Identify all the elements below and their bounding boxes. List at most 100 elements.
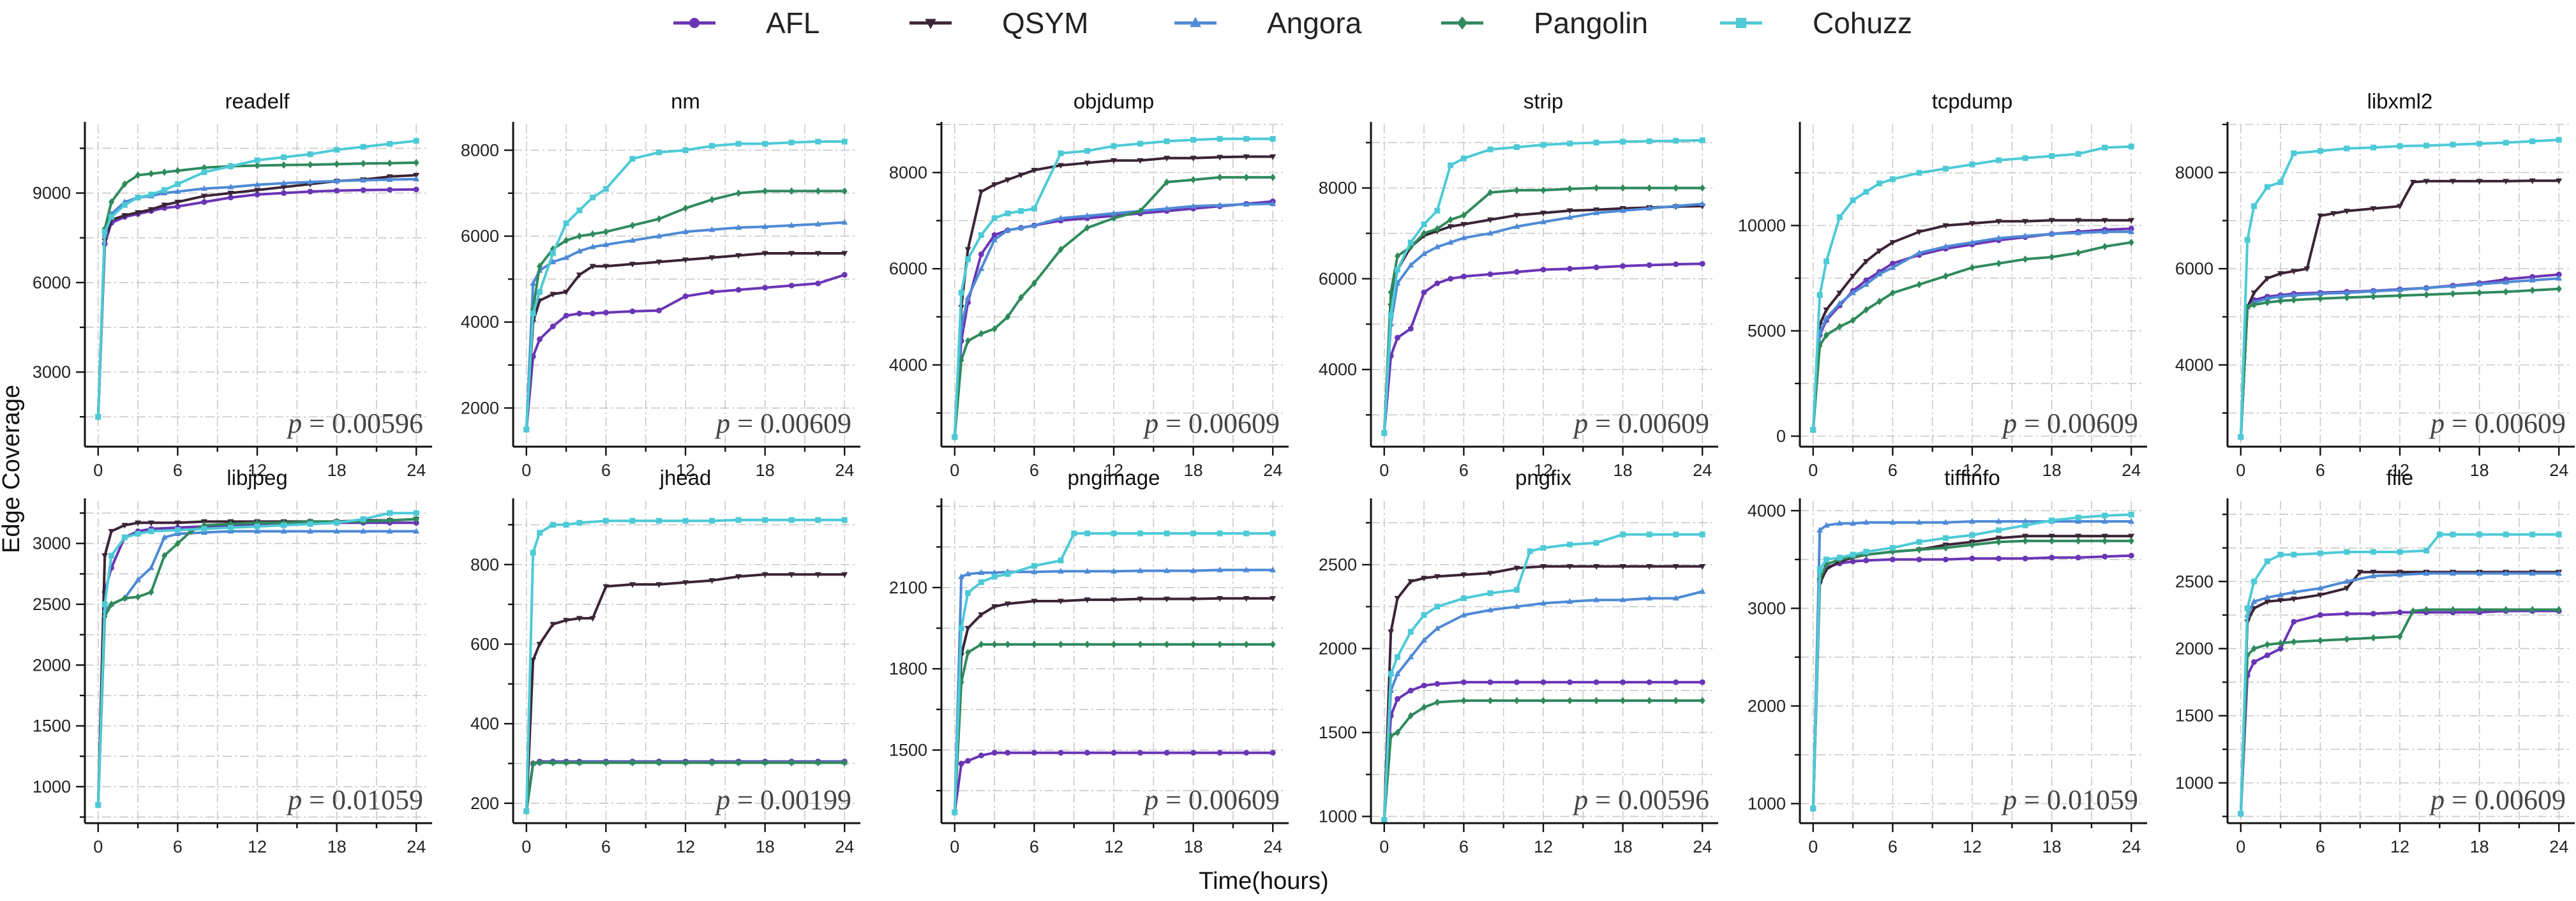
- subplot-file: 1000 1500 2000 2500 0 6 12 18 24 file p = 0.00609: [2175, 466, 2575, 856]
- data-point: [1005, 571, 1011, 577]
- data-point: [135, 576, 142, 583]
- data-point: [1084, 750, 1090, 756]
- data-point: [978, 579, 984, 585]
- data-point: [1619, 596, 1626, 602]
- data-point: [629, 582, 636, 588]
- data-point: [576, 759, 583, 767]
- data-point: [1699, 532, 1705, 538]
- data-point: [1487, 146, 1494, 153]
- y-tick-label: 8000: [461, 140, 499, 160]
- data-point: [2291, 551, 2297, 558]
- data-point: [2128, 518, 2135, 524]
- data-point: [1407, 629, 1414, 635]
- data-point: [1190, 530, 1197, 537]
- data-point: [1269, 530, 1276, 537]
- data-point: [563, 220, 569, 227]
- data-point: [841, 572, 848, 578]
- series-line: [96, 512, 417, 805]
- data-point: [2264, 299, 2270, 306]
- data-point: [1942, 544, 1949, 552]
- data-point: [1566, 214, 1573, 220]
- data-point: [1084, 224, 1090, 232]
- x-tick-label: 6: [1459, 461, 1469, 480]
- data-point: [2423, 570, 2430, 576]
- data-point: [1057, 599, 1064, 605]
- data-point: [2244, 605, 2250, 611]
- data-point: [991, 569, 998, 576]
- data-point: [1111, 143, 1117, 149]
- y-tick-label: 1000: [1748, 794, 1786, 813]
- data-point: [655, 149, 662, 156]
- data-point: [2556, 274, 2563, 281]
- data-point: [2317, 592, 2324, 599]
- data-point: [2529, 178, 2536, 184]
- data-point: [682, 228, 689, 234]
- data-point: [1969, 532, 1975, 539]
- data-point: [109, 214, 115, 220]
- data-point: [2344, 294, 2350, 302]
- data-point: [254, 191, 260, 198]
- data-point: [991, 325, 998, 333]
- data-point: [1004, 601, 1011, 607]
- data-point: [1593, 139, 1599, 145]
- legend-marker: [1736, 18, 1746, 28]
- data-point: [709, 195, 715, 204]
- data-point: [1421, 250, 1428, 257]
- data-point: [1816, 292, 1823, 298]
- x-tick-label: 18: [2042, 461, 2062, 480]
- data-point: [2317, 295, 2323, 302]
- y-tick-label: 400: [470, 714, 499, 733]
- data-point: [1513, 186, 1520, 194]
- data-point: [2476, 532, 2483, 538]
- data-point: [1593, 679, 1599, 685]
- data-point: [254, 188, 260, 194]
- data-point: [2251, 644, 2258, 653]
- data-point: [2423, 290, 2430, 299]
- y-tick-label: 4000: [1319, 360, 1357, 379]
- data-point: [1816, 526, 1823, 533]
- data-point: [762, 517, 768, 523]
- data-point: [815, 138, 821, 145]
- data-point: [735, 287, 742, 293]
- series-afl: [2238, 608, 2562, 817]
- y-axis-title: Edge Coverage: [0, 385, 25, 553]
- x-axis-title: Time(hours): [1199, 868, 1328, 895]
- data-point: [333, 528, 340, 534]
- data-point: [1164, 178, 1170, 186]
- data-point: [2101, 518, 2108, 524]
- data-point: [550, 250, 556, 257]
- data-point: [135, 530, 141, 537]
- data-point: [1916, 280, 1922, 288]
- x-tick-label: 6: [1459, 837, 1469, 856]
- data-point: [815, 280, 821, 287]
- y-tick-label: 4000: [1748, 501, 1786, 520]
- data-point: [682, 759, 689, 767]
- data-point: [2317, 213, 2324, 220]
- subplot-title: libxml2: [2367, 89, 2433, 113]
- data-point: [2503, 532, 2509, 538]
- data-point: [655, 518, 662, 524]
- data-point: [1646, 595, 1653, 601]
- data-point: [280, 184, 287, 191]
- data-point: [2022, 518, 2029, 524]
- data-point: [2022, 232, 2029, 239]
- data-point: [1217, 136, 1223, 142]
- data-point: [2128, 537, 2134, 545]
- data-point: [1876, 180, 1883, 186]
- data-point: [1863, 189, 1869, 195]
- y-tick-label: 1800: [889, 659, 927, 678]
- data-point: [1915, 229, 1922, 235]
- y-tick-label: 9000: [33, 184, 71, 203]
- data-point: [1699, 563, 1706, 570]
- data-point: [135, 520, 142, 526]
- data-point: [2397, 549, 2403, 555]
- data-point: [1995, 518, 2002, 524]
- data-point: [2503, 288, 2509, 296]
- data-point: [174, 199, 181, 205]
- data-point: [1164, 567, 1171, 574]
- data-point: [1058, 750, 1064, 756]
- data-point: [1593, 209, 1600, 216]
- data-point: [174, 527, 181, 533]
- x-tick-label: 12: [1104, 837, 1123, 856]
- data-point: [2503, 140, 2509, 146]
